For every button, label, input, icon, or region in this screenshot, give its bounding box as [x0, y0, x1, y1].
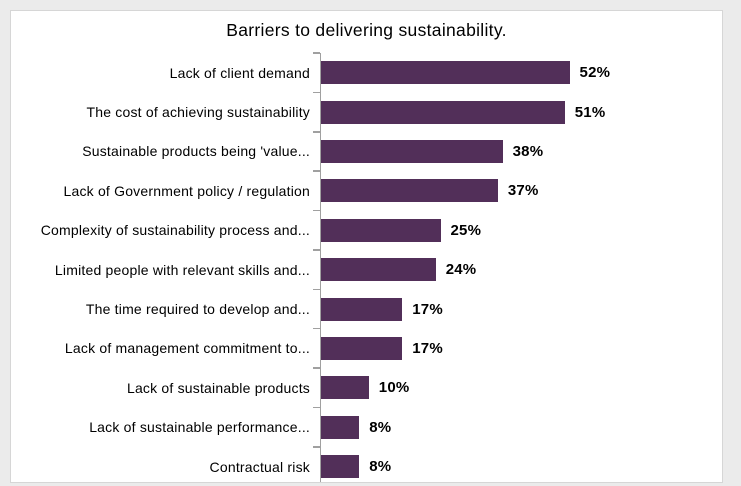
- category-label-text: Limited people with relevant skills and.…: [54, 261, 310, 278]
- bar-row: Contractual risk 8%: [11, 446, 722, 482]
- bar-area: 17%: [313, 327, 722, 369]
- bar: [321, 61, 570, 85]
- category-label-text: Lack of sustainable performance...: [89, 419, 310, 436]
- category-label-text: Lack of Government policy / regulation: [63, 182, 310, 199]
- category-label-text: Lack of management commitment to...: [64, 340, 310, 357]
- value-label: 25%: [450, 221, 482, 239]
- bar-row: Sustainable products being 'value... 38%: [11, 131, 722, 172]
- category-label-text: Contractual risk: [209, 458, 310, 475]
- bar-area: 52%: [313, 52, 722, 93]
- bar: [321, 179, 498, 203]
- bar-area: 37%: [313, 170, 722, 211]
- bar-row: The cost of achieving sustainability 51%: [11, 91, 722, 132]
- value-label: 8%: [369, 418, 392, 436]
- bar: [321, 376, 369, 400]
- category-label-text: The time required to develop and...: [85, 301, 310, 318]
- bar: [321, 139, 503, 163]
- category-label: Sustainable products being 'value...: [11, 143, 320, 159]
- bar-row: Limited people with relevant skills and.…: [11, 249, 722, 290]
- category-label: The time required to develop and...: [11, 301, 320, 317]
- bar-row: The time required to develop and... 17%: [11, 288, 722, 329]
- bar: [321, 100, 565, 124]
- bar: [321, 218, 441, 242]
- category-label-text: Sustainable products being 'value...: [82, 143, 310, 160]
- value-label: 38%: [512, 142, 544, 160]
- value-label: 17%: [412, 300, 443, 318]
- category-label: Contractual risk: [11, 459, 320, 475]
- value-label: 17%: [412, 339, 443, 357]
- bar-area: 24%: [313, 249, 722, 290]
- bar-row: Lack of sustainable performance... 8%: [11, 406, 722, 447]
- value-label: 51%: [574, 103, 606, 121]
- category-label: Lack of management commitment to...: [11, 340, 320, 356]
- bar: [321, 258, 436, 282]
- value-label: 10%: [378, 379, 410, 397]
- bar-row: Lack of Government policy / regulation 37…: [11, 170, 722, 211]
- bar-row: Lack of management commitment to... 17%: [11, 327, 722, 369]
- bar: [321, 336, 403, 360]
- bar: [321, 455, 360, 479]
- category-label-text: Complexity of sustainability process and…: [40, 222, 310, 239]
- category-label-text: The cost of achieving sustainability: [86, 104, 310, 121]
- category-label-text: Lack of sustainable products: [126, 379, 310, 396]
- bar: [321, 415, 360, 439]
- category-label: Lack of sustainable products: [11, 380, 320, 396]
- chart-title: Barriers to delivering sustainability.: [226, 20, 507, 40]
- category-label: Lack of sustainable performance...: [11, 419, 320, 435]
- bar-row: Lack of client demand 52%: [11, 52, 722, 93]
- chart-panel: Barriers to delivering sustainability. L…: [10, 10, 723, 483]
- bar-area: 25%: [313, 209, 722, 250]
- bar-area: 10%: [313, 367, 722, 408]
- category-label-text: Lack of client demand: [169, 64, 310, 81]
- category-label: Lack of client demand: [11, 65, 320, 81]
- bar-row: Complexity of sustainability process and…: [11, 209, 722, 250]
- bar-chart-plot-area: Lack of client demand 52% The cost of achi…: [11, 52, 722, 482]
- bar-area: 51%: [313, 91, 722, 132]
- category-label: Complexity of sustainability process and…: [11, 222, 320, 238]
- category-label: The cost of achieving sustainability: [11, 104, 320, 120]
- value-label: 52%: [579, 64, 611, 82]
- bar: [321, 297, 403, 321]
- category-label: Limited people with relevant skills and.…: [11, 262, 320, 278]
- value-label: 8%: [369, 458, 392, 476]
- bar-area: 8%: [313, 406, 722, 447]
- category-label: Lack of Government policy / regulation: [11, 183, 320, 199]
- bar-area: 17%: [313, 288, 722, 329]
- value-label: 37%: [507, 182, 539, 200]
- value-label: 24%: [445, 261, 477, 279]
- bar-row: Lack of sustainable products 10%: [11, 367, 722, 408]
- bar-area: 38%: [313, 131, 722, 172]
- bar-area: 8%: [313, 446, 722, 482]
